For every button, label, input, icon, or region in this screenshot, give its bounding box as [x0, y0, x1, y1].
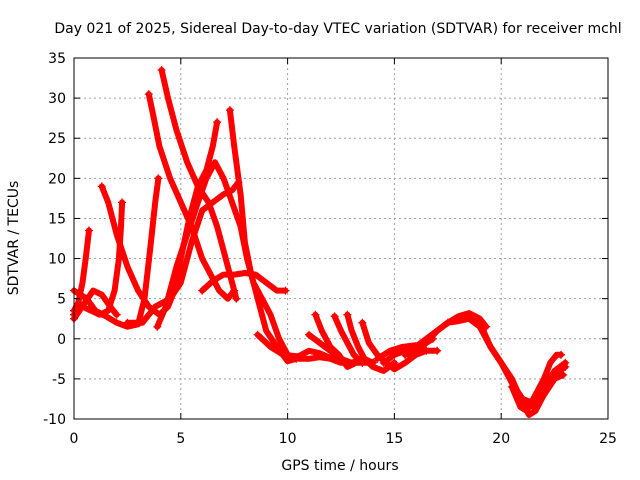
series-pass-24: [518, 362, 570, 410]
y-tick-label: 35: [48, 51, 66, 67]
y-tick-label: 5: [57, 292, 66, 308]
data-point-plus: [507, 382, 516, 391]
data-point-plus: [97, 182, 106, 191]
data-point-plus: [561, 362, 570, 371]
x-tick-label: 15: [385, 431, 403, 447]
y-tick-label: 15: [48, 211, 66, 227]
data-point-plus: [232, 294, 241, 303]
data-point-plus: [225, 106, 234, 115]
data-point-plus: [557, 350, 566, 359]
data-point-plus: [304, 330, 313, 339]
chart-title: Day 021 of 2025, Sidereal Day-to-day VTE…: [54, 21, 621, 37]
data-point-plus: [118, 198, 127, 207]
series-pass-22: [507, 350, 566, 414]
data-point-plus: [373, 354, 382, 363]
data-point-plus: [330, 312, 339, 321]
series-trace: [444, 310, 490, 330]
data-point-plus: [213, 118, 222, 127]
x-tick-label: 20: [492, 431, 510, 447]
series-trace: [199, 270, 289, 294]
data-point-plus: [253, 330, 262, 339]
x-axis-label: GPS time / hours: [281, 458, 398, 474]
y-tick-label: 10: [48, 252, 66, 268]
data-point-plus: [358, 318, 367, 327]
data-point-plus: [343, 310, 352, 319]
data-point-plus: [326, 354, 335, 363]
data-point-plus: [123, 318, 132, 327]
x-tick-label: 5: [176, 431, 185, 447]
data-point-plus: [153, 322, 162, 331]
y-tick-label: 20: [48, 171, 66, 187]
data-point-plus: [112, 310, 121, 319]
series-trace: [71, 227, 92, 314]
plot-frame: [73, 57, 609, 420]
data-point-plus: [518, 398, 527, 407]
data-point-plus: [443, 318, 452, 327]
y-tick-label: -10: [43, 412, 66, 428]
series-trace: [374, 342, 441, 362]
data-point-plus: [390, 358, 399, 367]
series-trace: [359, 319, 430, 373]
y-axis-label: SDTVAR / TECUs: [6, 181, 22, 296]
x-tick-label: 25: [599, 431, 617, 447]
data-point-plus: [198, 286, 207, 295]
x-tick-label: 0: [70, 431, 79, 447]
series-pass-12: [253, 330, 335, 363]
series-trace: [306, 331, 366, 366]
series-pass-18: [373, 342, 442, 363]
series-trace: [519, 363, 569, 410]
y-tick-label: 30: [48, 91, 66, 107]
series-pass-10: [225, 106, 301, 365]
data-point-plus: [84, 226, 93, 235]
series-trace: [124, 179, 242, 326]
series-trace: [508, 351, 564, 414]
series-pass-11: [198, 270, 290, 295]
data-point-plus: [281, 286, 290, 295]
data-layer: [70, 66, 570, 418]
data-point-plus: [433, 346, 442, 355]
data-point-plus: [157, 66, 166, 75]
grid-layer: [74, 58, 608, 419]
data-point-plus: [401, 350, 410, 359]
data-point-plus: [379, 358, 388, 367]
y-tick-label: 25: [48, 131, 66, 147]
y-tick-label: -5: [52, 372, 66, 388]
series-trace: [254, 331, 334, 361]
data-point-plus: [482, 322, 491, 331]
data-point-plus: [411, 342, 420, 351]
series-pass-23: [443, 310, 491, 331]
series-pass-16: [343, 310, 399, 374]
data-point-plus: [311, 310, 320, 319]
series-trace: [331, 313, 376, 366]
x-tick-label: 10: [279, 431, 297, 447]
data-point-plus: [154, 174, 163, 183]
series-trace: [344, 311, 398, 374]
series-trace: [71, 287, 120, 322]
y-tick-label: 0: [57, 332, 66, 348]
axis-layer: 0 5 10 15 20 25 -10 -5 0 5 10 15 20 25 30 35: [43, 51, 617, 447]
data-point-plus: [144, 90, 153, 99]
